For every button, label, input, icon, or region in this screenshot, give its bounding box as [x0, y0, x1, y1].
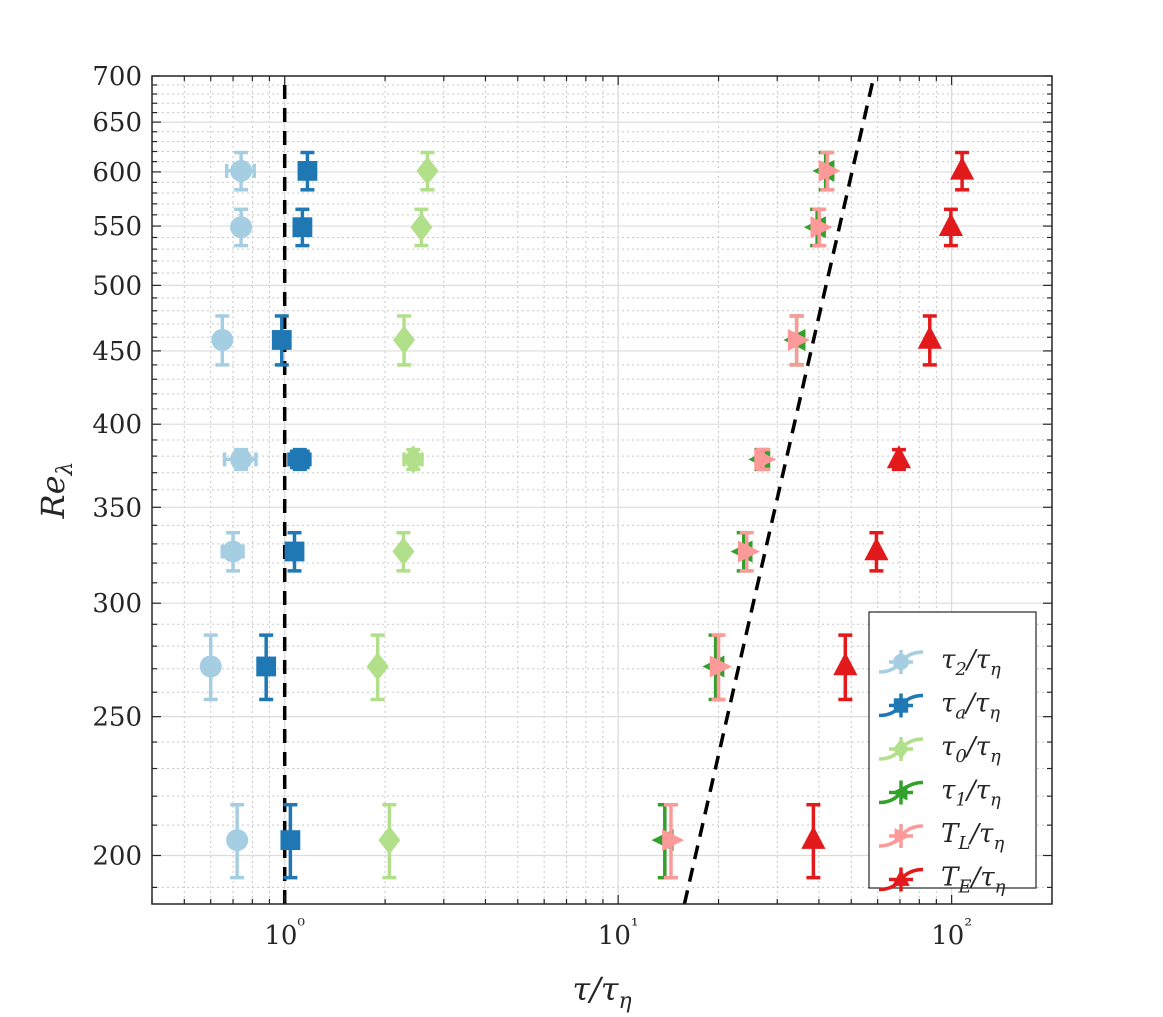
y-tick-label: 650: [92, 108, 142, 138]
data-point-triangle-right: [894, 828, 911, 844]
y-tick-label: 250: [92, 703, 142, 733]
legend-entry-0: τ2/τη: [878, 645, 1001, 680]
data-point-circle: [226, 829, 249, 852]
data-point-diamond: [393, 325, 416, 355]
data-point-square: [893, 698, 909, 713]
data-point-square: [292, 217, 313, 238]
data-point-triangle-up: [833, 652, 858, 676]
x-tick-label: 10²: [931, 915, 972, 951]
data-point-circle: [211, 328, 234, 351]
data-point-triangle-up: [892, 869, 910, 886]
data-point-triangle-up: [864, 537, 889, 561]
data-point-circle: [893, 654, 909, 670]
y-tick-label: 300: [92, 589, 142, 619]
data-point-square: [284, 541, 305, 562]
y-tick-labels: 200 250 300 350 400 450 500 550 600 650 700: [92, 62, 142, 871]
data-point-diamond: [410, 212, 433, 242]
legend-entry-1: τa/τη: [878, 689, 1000, 724]
y-tick-label: 600: [92, 158, 142, 188]
legend-entry-3: τ1/τη: [878, 776, 1001, 811]
data-point-triangle-right: [818, 159, 841, 182]
legend-label: τ2/τη: [941, 645, 1001, 680]
data-point-square: [280, 830, 301, 851]
y-axis-label: Reλ: [34, 462, 78, 520]
x-axis-title: τ/τη: [572, 970, 631, 1014]
legend-entry-4: TL/τη: [878, 819, 1004, 854]
legend-label: τ1/τη: [941, 776, 1001, 811]
data-point-triangle-right: [787, 328, 810, 351]
reference-line: [682, 75, 876, 905]
y-tick-label: 500: [92, 271, 142, 301]
data-point-triangle-up: [949, 156, 975, 180]
data-point-triangle-up: [938, 212, 963, 236]
data-point-triangle-right: [662, 829, 685, 852]
data-point-circle: [230, 216, 253, 239]
data-point-triangle-right: [754, 448, 777, 471]
legend-entry-2: τ0/τη: [878, 732, 1001, 767]
data-point-square: [256, 656, 277, 677]
y-tick-label: 450: [92, 337, 142, 367]
legend-entry-5: TE/τη: [878, 863, 1006, 898]
reference-lines: [282, 75, 876, 905]
data-point-triangle-up: [886, 445, 912, 469]
x-tick-label: 10⁰: [264, 915, 305, 951]
data-point-diamond: [893, 738, 909, 760]
series-5: [801, 150, 975, 880]
series-2: [366, 150, 439, 880]
data-point-diamond: [366, 652, 389, 681]
legend-label: τa/τη: [941, 689, 1000, 724]
data-point-circle: [230, 159, 253, 182]
legend-label: TL/τη: [941, 819, 1004, 854]
series-4: [662, 150, 841, 880]
data-point-circle: [199, 655, 222, 678]
x-axis-label: τ/τη: [572, 970, 631, 1014]
data-point-circle: [222, 540, 245, 563]
y-tick-label: 350: [92, 493, 142, 523]
data-series: [199, 150, 975, 880]
data-point-square: [297, 160, 318, 181]
data-point-diamond: [392, 537, 415, 566]
data-point-triangle-up: [801, 825, 826, 849]
y-tick-label: 400: [92, 410, 142, 440]
x-tick-labels: 10⁰ 10¹ 10²: [264, 915, 972, 951]
data-point-square: [289, 449, 310, 470]
data-point-diamond: [416, 156, 439, 186]
y-tick-label: 200: [92, 841, 142, 871]
data-point-diamond: [402, 445, 425, 474]
series-0: [199, 150, 258, 880]
y-tick-label: 550: [92, 212, 142, 242]
data-point-triangle-right: [737, 540, 760, 563]
data-point-square: [271, 330, 292, 350]
data-point-diamond: [378, 825, 401, 855]
legend-label: τ0/τη: [941, 732, 1001, 767]
series-1: [256, 150, 318, 880]
data-point-triangle-right: [810, 216, 833, 239]
data-point-triangle-left: [891, 784, 908, 801]
legend: τ2/τη τa/τη τ0/τη τ1/τη TL/τη TE/τη: [868, 611, 1037, 898]
data-point-triangle-up: [917, 325, 942, 349]
legend-label: TE/τη: [941, 863, 1006, 898]
data-point-triangle-right: [709, 655, 732, 678]
y-tick-label: 700: [92, 62, 142, 92]
data-point-circle: [230, 448, 253, 471]
x-tick-label: 10¹: [598, 915, 639, 951]
axis-ticks: [151, 75, 1053, 904]
y-axis-title: Reλ: [34, 462, 78, 520]
